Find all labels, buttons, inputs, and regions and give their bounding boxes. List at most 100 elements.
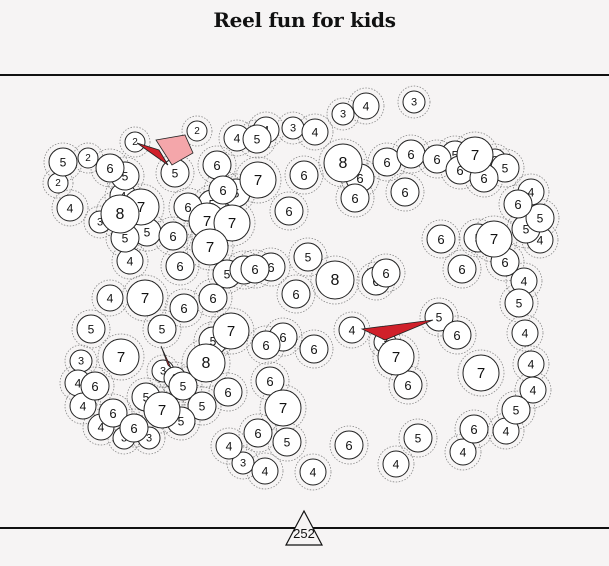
piece-6[interactable]: 6	[390, 177, 420, 207]
piece-6[interactable]: 6	[213, 377, 243, 407]
piece-4[interactable]: 4	[215, 432, 243, 460]
piece-7[interactable]: 7	[143, 391, 181, 429]
piece-6[interactable]: 6	[251, 330, 281, 360]
piece-halo	[267, 422, 307, 462]
piece-number: 6	[470, 422, 477, 437]
piece-6[interactable]: 6	[169, 293, 199, 323]
piece-halo	[153, 216, 193, 256]
piece-5[interactable]: 5	[187, 391, 217, 421]
piece-number: 3	[78, 356, 84, 368]
piece-4[interactable]: 4	[511, 319, 539, 347]
piece-5[interactable]: 5	[525, 203, 555, 233]
piece-circle	[299, 334, 329, 364]
piece-4[interactable]: 4	[299, 458, 327, 486]
piece-number: 7	[279, 400, 287, 417]
piece-6[interactable]: 6	[274, 196, 304, 226]
piece-2[interactable]: 2	[77, 147, 99, 169]
piece-5[interactable]: 5	[272, 427, 302, 457]
piece-7[interactable]: 7	[377, 338, 415, 376]
piece-5[interactable]: 5	[501, 395, 531, 425]
red-triangle[interactable]	[160, 345, 172, 369]
piece-7[interactable]: 7	[213, 204, 251, 242]
piece-2[interactable]: 2	[186, 120, 208, 142]
piece-6[interactable]: 6	[119, 413, 149, 443]
pink-shape[interactable]	[155, 134, 194, 166]
piece-7[interactable]: 7	[126, 279, 164, 317]
piece-6[interactable]: 6	[198, 283, 228, 313]
piece-6[interactable]: 6	[255, 366, 285, 396]
piece-halo	[294, 453, 332, 491]
piece-6[interactable]: 6	[340, 183, 370, 213]
piece-6[interactable]: 6	[299, 334, 329, 364]
piece-5[interactable]: 5	[147, 314, 177, 344]
piece-circle	[77, 147, 99, 169]
piece-7[interactable]: 7	[264, 389, 302, 427]
piece-6[interactable]: 6	[503, 189, 533, 219]
piece-6[interactable]: 6	[240, 254, 270, 284]
piece-4[interactable]: 4	[251, 457, 279, 485]
piece-3[interactable]: 3	[281, 116, 305, 140]
piece-4[interactable]: 4	[116, 247, 144, 275]
piece-8[interactable]: 8	[323, 143, 363, 183]
piece-4[interactable]: 4	[517, 350, 545, 378]
piece-halo	[163, 366, 203, 406]
piece-6[interactable]: 6	[426, 224, 456, 254]
piece-5[interactable]: 5	[76, 314, 106, 344]
piece-number: 7	[490, 231, 498, 248]
piece-4[interactable]: 4	[519, 376, 547, 404]
piece-5[interactable]: 5	[242, 124, 272, 154]
piece-7[interactable]: 7	[462, 354, 500, 392]
piece-6[interactable]: 6	[281, 279, 311, 309]
piece-6[interactable]: 6	[98, 398, 128, 428]
piece-3[interactable]: 3	[69, 349, 93, 373]
piece-3[interactable]: 3	[231, 451, 255, 475]
piece-4[interactable]: 4	[352, 92, 380, 120]
piece-6[interactable]: 6	[80, 371, 110, 401]
piece-4[interactable]: 4	[338, 316, 366, 344]
piece-7[interactable]: 7	[102, 338, 140, 376]
piece-7[interactable]: 7	[475, 220, 513, 258]
piece-5[interactable]: 5	[48, 147, 78, 177]
piece-6[interactable]: 6	[289, 160, 319, 190]
piece-5[interactable]: 5	[160, 158, 190, 188]
piece-6[interactable]: 6	[208, 175, 238, 205]
piece-6[interactable]: 6	[243, 418, 273, 448]
piece-4[interactable]: 4	[56, 194, 84, 222]
piece-4[interactable]: 4	[449, 438, 477, 466]
red-triangle[interactable]	[360, 319, 434, 341]
piece-6[interactable]: 6	[459, 414, 489, 444]
piece-5[interactable]: 5	[293, 242, 323, 272]
piece-6[interactable]: 6	[202, 150, 232, 180]
piece-8[interactable]: 8	[100, 194, 140, 234]
piece-8[interactable]: 8	[186, 343, 226, 383]
piece-number: 4	[98, 421, 105, 435]
piece-5[interactable]: 5	[424, 302, 454, 332]
piece-6[interactable]: 6	[158, 221, 188, 251]
piece-7[interactable]: 7	[239, 161, 277, 199]
piece-circle	[186, 343, 226, 383]
piece-4[interactable]: 4	[96, 284, 124, 312]
piece-6[interactable]: 6	[334, 430, 364, 460]
piece-2[interactable]: 2	[124, 131, 146, 153]
piece-6[interactable]: 6	[371, 258, 401, 288]
piece-7[interactable]: 7	[212, 312, 250, 350]
piece-number: 4	[393, 458, 400, 472]
piece-number: 6	[209, 291, 216, 306]
piece-3[interactable]: 3	[402, 90, 426, 114]
piece-4[interactable]: 4	[382, 450, 410, 478]
piece-3[interactable]: 3	[331, 102, 355, 126]
piece-6[interactable]: 6	[442, 320, 472, 350]
piece-6[interactable]: 6	[447, 254, 477, 284]
piece-7[interactable]: 7	[191, 228, 229, 266]
red-triangle[interactable]	[136, 142, 169, 166]
piece-5[interactable]: 5	[403, 423, 433, 453]
piece-6[interactable]: 6	[396, 139, 426, 169]
piece-6[interactable]: 6	[95, 153, 125, 183]
piece-7[interactable]: 7	[456, 136, 494, 174]
piece-4[interactable]: 4	[301, 118, 329, 146]
piece-5[interactable]: 5	[168, 371, 198, 401]
piece-6[interactable]: 6	[165, 251, 195, 281]
piece-8[interactable]: 8	[315, 260, 355, 300]
piece-5[interactable]: 5	[504, 288, 534, 318]
